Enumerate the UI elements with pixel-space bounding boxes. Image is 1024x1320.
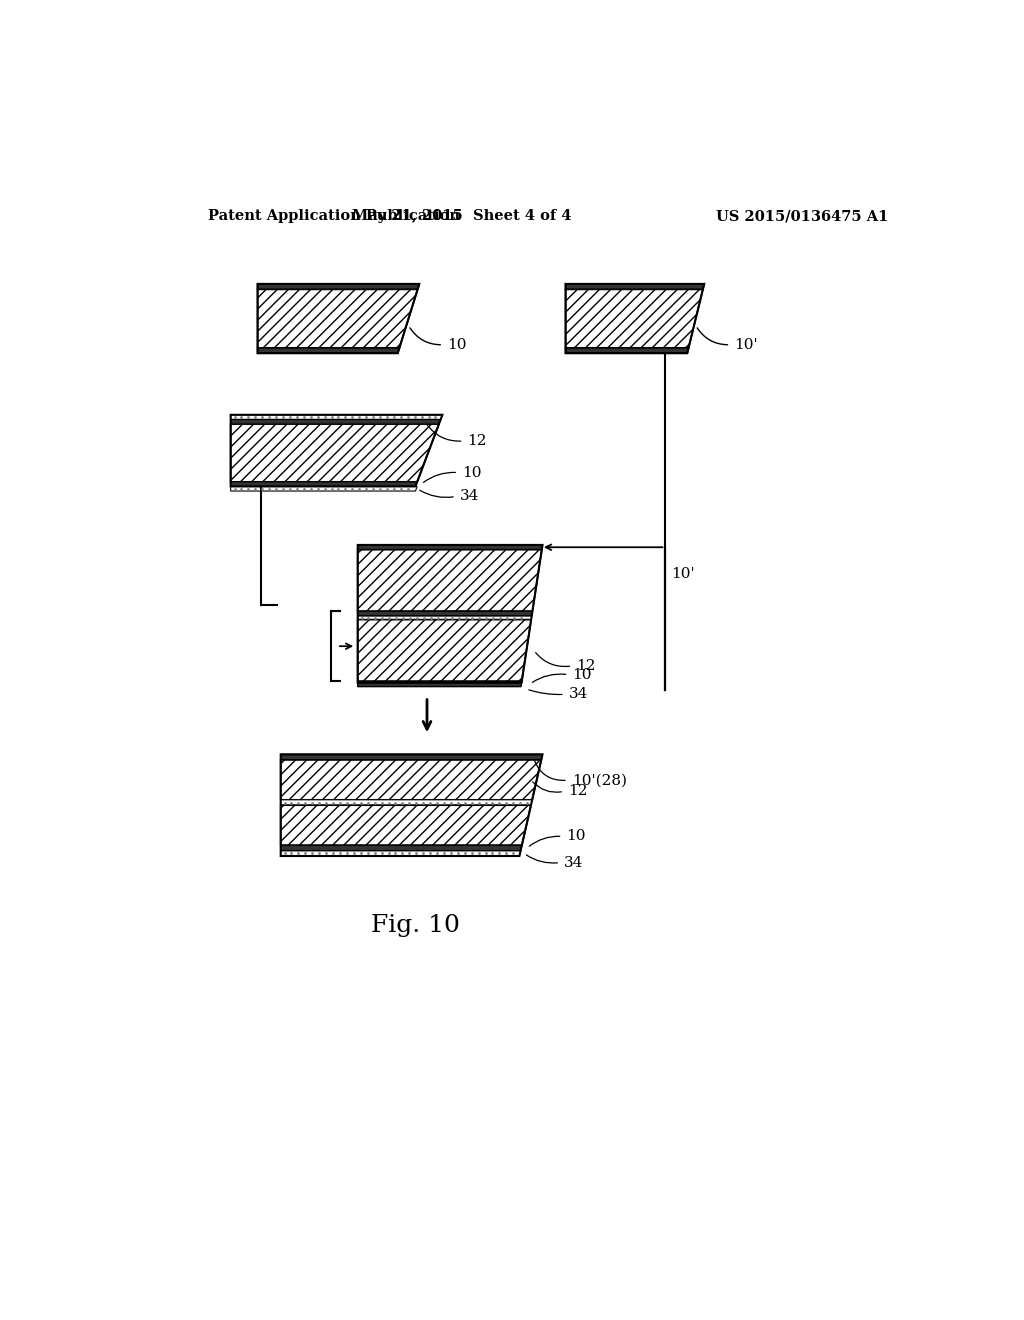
Polygon shape [565,348,688,354]
Text: 10: 10 [462,466,481,479]
Text: 10: 10 [566,829,586,843]
Text: 10: 10 [572,668,592,681]
Polygon shape [258,289,418,348]
Polygon shape [357,619,531,681]
Polygon shape [281,845,522,850]
Text: May 21, 2015  Sheet 4 of 4: May 21, 2015 Sheet 4 of 4 [352,209,571,223]
Polygon shape [281,755,543,760]
Polygon shape [281,760,542,800]
Text: 12: 12 [568,784,588,799]
Text: 10': 10' [734,338,758,351]
Text: 12: 12 [577,659,596,673]
Text: 34: 34 [460,490,479,503]
Polygon shape [230,424,439,482]
Polygon shape [258,284,419,289]
Text: 34: 34 [564,855,584,870]
Text: 12: 12 [467,434,487,447]
Text: 34: 34 [568,688,588,701]
Text: Fig. 10: Fig. 10 [371,913,460,937]
Polygon shape [357,611,532,615]
Polygon shape [357,549,542,611]
Polygon shape [357,545,543,549]
Text: US 2015/0136475 A1: US 2015/0136475 A1 [716,209,888,223]
Polygon shape [230,420,440,424]
Polygon shape [565,289,702,348]
Polygon shape [281,850,520,857]
Polygon shape [357,615,531,619]
Text: 10': 10' [672,568,695,581]
Polygon shape [258,348,399,354]
Polygon shape [281,800,532,805]
Polygon shape [281,805,531,845]
Text: 10: 10 [447,338,467,351]
Polygon shape [230,482,417,487]
Polygon shape [357,681,522,686]
Text: 10'(28): 10'(28) [571,774,627,787]
Text: Patent Application Publication: Patent Application Publication [208,209,460,223]
Polygon shape [565,284,705,289]
Polygon shape [230,487,417,491]
Polygon shape [230,414,442,420]
